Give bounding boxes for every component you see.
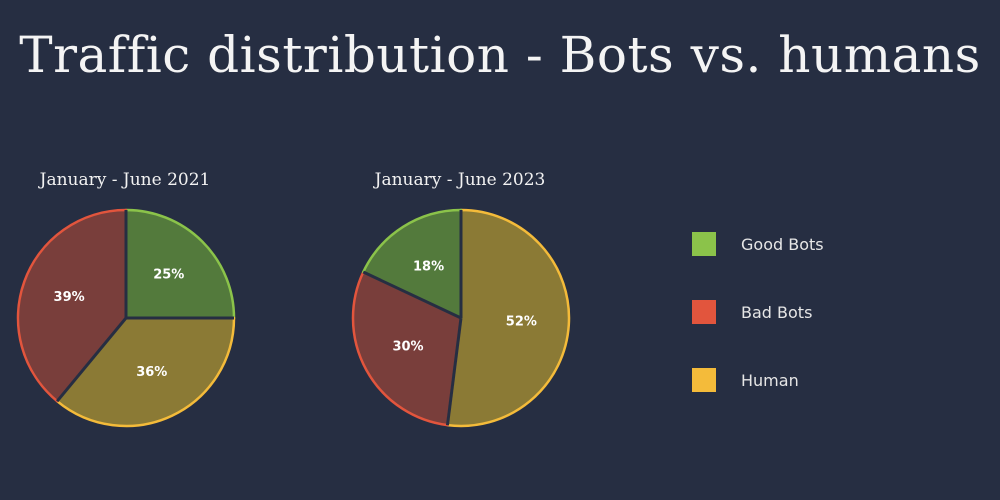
pie-slice-human xyxy=(55,316,236,428)
legend-item-bad-bots: Bad Bots xyxy=(692,298,824,326)
legend-label-bad-bots: Bad Bots xyxy=(741,302,813,322)
legend-label-human: Human xyxy=(741,370,799,390)
data-label-good-bots: 25% xyxy=(153,268,184,283)
chart-title: Traffic distribution - Bots vs. humans xyxy=(19,26,981,84)
slice-divider xyxy=(362,270,462,320)
data-label-bad-bots: 39% xyxy=(54,290,85,305)
data-label-good-bots: 18% xyxy=(413,259,444,274)
pie-title-2021: January - June 2021 xyxy=(39,170,211,190)
pie-slice-bad-bots xyxy=(16,208,128,403)
pie-chart-2023: 52% 30% 18% xyxy=(351,208,571,428)
legend-item-human: Human xyxy=(692,366,824,394)
pie-title-2023: January - June 2023 xyxy=(374,170,546,190)
legend-item-good-bots: Good Bots xyxy=(692,230,824,258)
data-label-human: 36% xyxy=(136,365,167,380)
legend: Good Bots Bad Bots Human xyxy=(692,230,824,434)
pie-slice-bad-bots xyxy=(351,270,463,427)
pie-chart-2021: 25% 36% 39% xyxy=(16,208,236,428)
slice-divider xyxy=(445,317,463,426)
pie-slice-human xyxy=(446,208,571,428)
data-label-bad-bots: 30% xyxy=(392,340,423,355)
legend-label-good-bots: Good Bots xyxy=(741,234,824,254)
slice-divider xyxy=(56,317,128,403)
legend-swatch-bad-bots xyxy=(692,300,716,324)
legend-swatch-human xyxy=(692,368,716,392)
pie-slice-good-bots xyxy=(362,208,463,320)
legend-swatch-good-bots xyxy=(692,232,716,256)
data-label-human: 52% xyxy=(506,314,537,329)
pie-slice-good-bots xyxy=(124,208,236,320)
